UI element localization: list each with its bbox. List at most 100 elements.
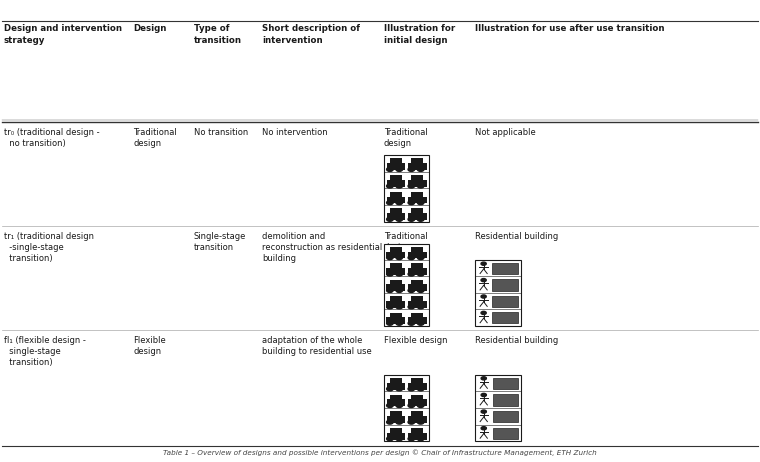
Text: Design and intervention
strategy: Design and intervention strategy <box>4 24 122 45</box>
Bar <box>408 163 426 170</box>
Text: Type of
transition: Type of transition <box>194 24 242 45</box>
Bar <box>390 247 402 252</box>
Circle shape <box>387 201 393 205</box>
Bar <box>387 399 405 406</box>
Bar <box>387 163 405 170</box>
Circle shape <box>417 272 424 276</box>
Circle shape <box>408 255 414 260</box>
Circle shape <box>408 321 414 325</box>
Bar <box>492 296 518 307</box>
Circle shape <box>387 272 393 276</box>
Bar <box>387 285 405 291</box>
Text: Design: Design <box>133 24 166 33</box>
Circle shape <box>417 305 424 309</box>
Circle shape <box>408 272 414 276</box>
Circle shape <box>408 217 415 221</box>
Bar <box>390 192 402 196</box>
Text: adaptation of the whole
building to residential use: adaptation of the whole building to resi… <box>262 336 372 356</box>
Bar <box>492 427 518 439</box>
Circle shape <box>417 403 424 407</box>
Bar <box>390 312 402 317</box>
Bar <box>411 395 423 399</box>
Bar <box>384 243 429 326</box>
Circle shape <box>417 321 424 325</box>
Circle shape <box>396 288 403 292</box>
Text: Residential building: Residential building <box>475 232 559 241</box>
Bar <box>390 263 402 268</box>
Text: Traditional
design: Traditional design <box>384 128 428 148</box>
Circle shape <box>481 393 486 396</box>
Circle shape <box>417 288 424 292</box>
Circle shape <box>417 255 424 260</box>
Circle shape <box>408 403 415 407</box>
Circle shape <box>481 426 486 430</box>
Circle shape <box>481 377 486 380</box>
Bar <box>411 158 423 163</box>
Circle shape <box>481 311 486 315</box>
Bar <box>387 252 405 258</box>
Circle shape <box>408 201 415 205</box>
Circle shape <box>481 262 486 265</box>
Bar <box>492 280 518 291</box>
Bar <box>408 301 426 308</box>
Bar <box>387 416 405 423</box>
Circle shape <box>408 387 415 391</box>
Bar <box>475 260 521 326</box>
Text: Short description of
intervention: Short description of intervention <box>262 24 360 45</box>
Bar <box>411 192 423 196</box>
Bar <box>492 263 518 274</box>
Bar <box>387 383 405 389</box>
Bar <box>387 301 405 308</box>
Text: No intervention: No intervention <box>262 128 328 137</box>
Circle shape <box>387 437 393 441</box>
Circle shape <box>396 403 403 407</box>
Text: No transition: No transition <box>194 128 248 137</box>
Text: Flexible design: Flexible design <box>384 336 448 345</box>
Bar <box>475 375 521 441</box>
Circle shape <box>387 305 393 309</box>
Bar <box>411 296 423 301</box>
Circle shape <box>396 255 403 260</box>
Text: Residential building: Residential building <box>475 336 559 345</box>
Bar <box>411 411 423 416</box>
Text: Traditional
design: Traditional design <box>133 128 177 148</box>
Bar <box>411 378 423 383</box>
Circle shape <box>387 420 393 424</box>
Circle shape <box>396 437 403 441</box>
Circle shape <box>417 420 424 424</box>
Circle shape <box>408 167 415 171</box>
Bar <box>390 158 402 163</box>
Circle shape <box>408 437 415 441</box>
Bar <box>387 268 405 275</box>
Bar <box>384 155 429 222</box>
Bar <box>411 247 423 252</box>
Bar <box>408 399 426 406</box>
Bar <box>411 208 423 213</box>
Circle shape <box>387 321 393 325</box>
Text: Illustration for
initial design: Illustration for initial design <box>384 24 455 45</box>
Bar <box>492 312 518 323</box>
Circle shape <box>396 167 403 171</box>
Circle shape <box>387 387 393 391</box>
Circle shape <box>396 305 403 309</box>
Bar <box>387 317 405 324</box>
Bar <box>387 432 405 439</box>
Bar <box>408 416 426 423</box>
Bar <box>390 280 402 285</box>
Bar <box>408 252 426 258</box>
Circle shape <box>481 279 486 282</box>
Bar <box>390 296 402 301</box>
Bar <box>408 383 426 389</box>
Bar <box>390 411 402 416</box>
Bar <box>408 285 426 291</box>
Circle shape <box>396 272 403 276</box>
Bar <box>411 263 423 268</box>
Bar <box>387 180 405 187</box>
Text: Traditional
design: Traditional design <box>384 232 428 252</box>
Bar <box>408 196 426 203</box>
Bar <box>408 180 426 187</box>
Circle shape <box>387 217 393 221</box>
Circle shape <box>417 184 424 188</box>
Bar <box>492 411 518 422</box>
Text: fl₁ (flexible design -
  single-stage
  transition): fl₁ (flexible design - single-stage tran… <box>4 336 86 367</box>
